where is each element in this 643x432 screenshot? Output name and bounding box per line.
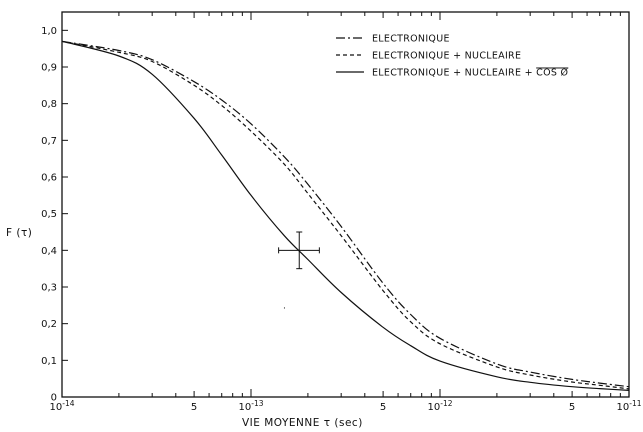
- data-point: [278, 231, 320, 270]
- y-tick-label: 0,3: [41, 283, 57, 294]
- x-axis-label: VIE MOYENNE τ (sec): [242, 417, 363, 429]
- series-line-1: [61, 40, 630, 388]
- legend-label-1: ELECTRONIQUE: [372, 34, 450, 45]
- y-tick-label: 0,1: [41, 356, 57, 367]
- stray-dot: ·: [283, 304, 286, 314]
- y-tick-label: 0,4: [41, 246, 57, 257]
- x-tick-label: 10-13: [239, 399, 264, 413]
- y-tick-label: 0: [51, 393, 57, 404]
- y-tick-label: 0,8: [41, 99, 57, 110]
- x-tick-label: 10-11: [617, 399, 642, 413]
- x-tick-label: 10-14: [50, 399, 75, 413]
- series-line-3: [61, 40, 630, 391]
- legend-label-3: ELECTRONIQUE + NUCLEAIRE + COS Ø: [372, 68, 568, 79]
- y-axis-label: F (τ): [6, 227, 32, 239]
- y-tick-label: 0,6: [41, 173, 57, 184]
- y-tick-label: 0,9: [41, 63, 57, 74]
- y-tick-label: 0,2: [41, 319, 57, 330]
- y-axis: 0 0,1 0,2 0,3 0,4 0,5 0,6 0,7 0,8 0,9 1,0: [41, 26, 68, 404]
- y-tick-label: 0,5: [41, 209, 57, 220]
- x-tick-label: 10-12: [428, 399, 453, 413]
- legend: ELECTRONIQUE ELECTRONIQUE + NUCLEAIRE ELEC…: [336, 34, 568, 79]
- y-tick-label: 0,7: [41, 136, 57, 147]
- plot-frame: [61, 11, 630, 398]
- x-tick-label: 5: [569, 402, 575, 413]
- series-line-2: [61, 40, 630, 390]
- legend-label-2: ELECTRONIQUE + NUCLEAIRE: [372, 51, 521, 62]
- x-tick-label: 5: [191, 402, 197, 413]
- x-tick-label: 5: [380, 402, 386, 413]
- series-lines: [61, 40, 630, 391]
- y-tick-label: 1,0: [41, 26, 57, 37]
